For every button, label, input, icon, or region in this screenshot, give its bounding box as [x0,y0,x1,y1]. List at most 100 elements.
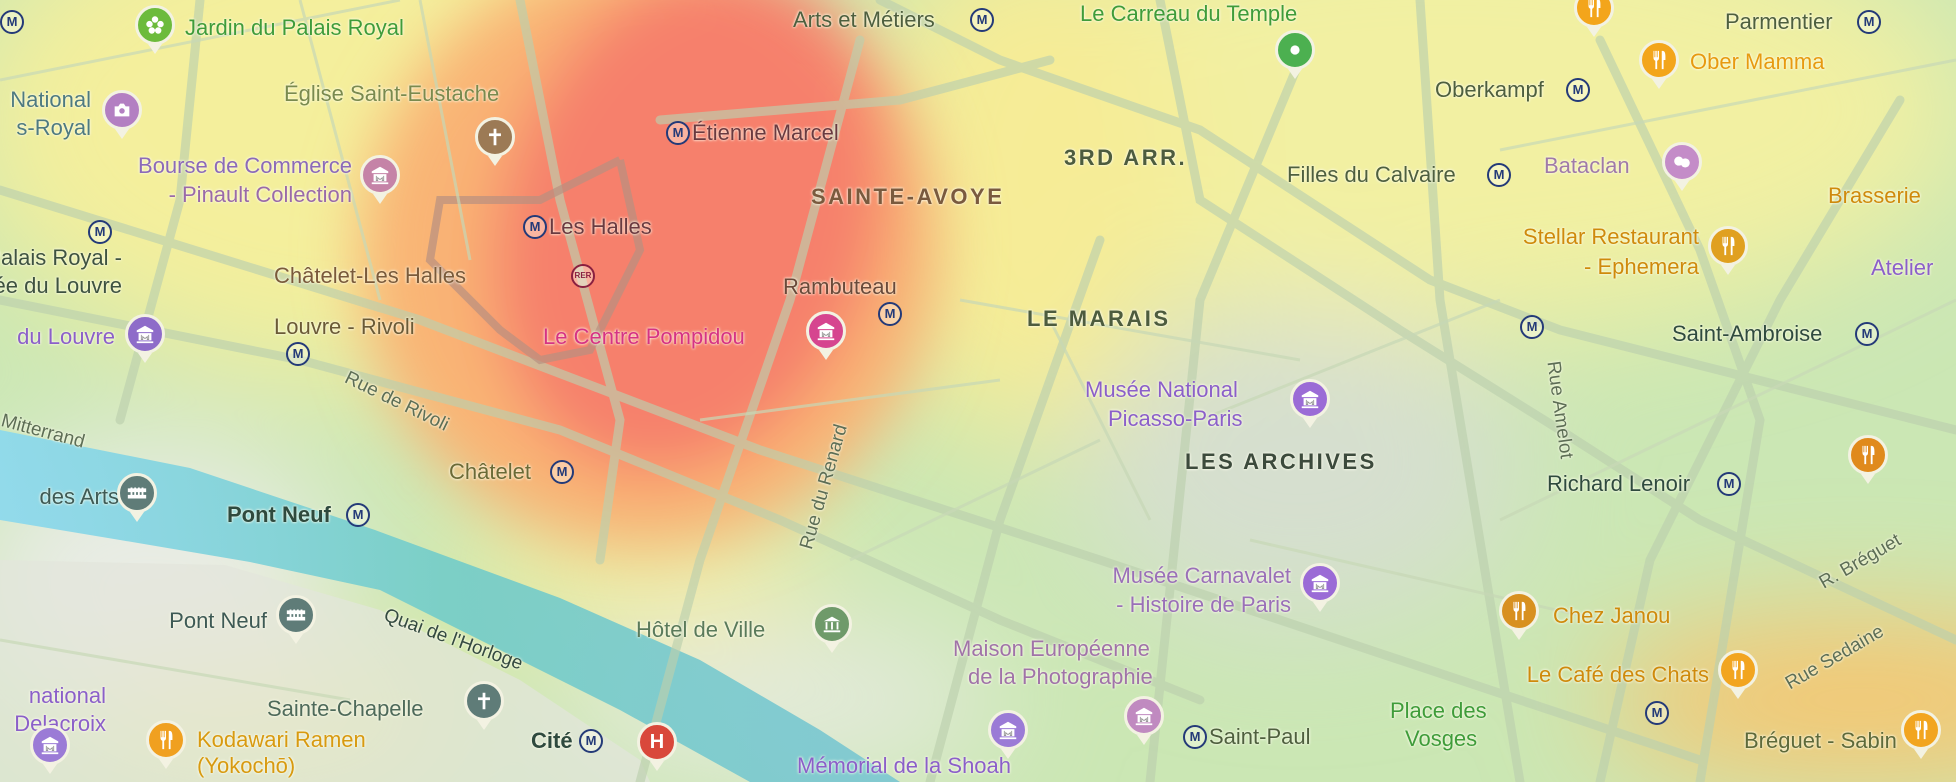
museum-pin-carnavalet[interactable] [1300,563,1340,612]
metro-icon[interactable]: M [1183,725,1207,749]
station-label-saint-ambroise[interactable]: Saint-Ambroise [1672,321,1823,346]
poi-label-bataclan[interactable]: Bataclan [1544,153,1630,178]
fork-knife-icon [1717,235,1739,257]
poi-label-carreau-du-temple[interactable]: Le Carreau du Temple [1080,1,1298,26]
metro-icon[interactable]: M [88,220,112,244]
townhall-pin-hotel-de-ville[interactable] [812,604,852,653]
camera-icon [111,99,133,121]
poi-label-bourse-de-commerce[interactable]: Bourse de Commerce [138,153,352,178]
station-label-oberkampf[interactable]: Oberkampf [1435,77,1544,102]
poi-label-atelier[interactable]: Atelier [1871,255,1934,280]
poi-label-musee-carnavalet-1[interactable]: Musée Carnavalet [1112,563,1291,588]
poi-label-maison-europeenne-2[interactable]: de la Photographie [968,664,1153,689]
station-label-louvre-rivoli[interactable]: Louvre - Rivoli [274,314,415,339]
metro-icon[interactable]: M [1717,472,1741,496]
metro-icon[interactable]: M [1487,163,1511,187]
station-label-filles-du-calvaire[interactable]: Filles du Calvaire [1287,162,1456,187]
museum-pin-maison-europeenne[interactable] [1124,696,1164,745]
station-label-pont-neuf[interactable]: Pont Neuf [227,502,331,527]
bridge-pin-pont-neuf[interactable] [276,595,316,644]
poi-label-maison-europeenne-1[interactable]: Maison Européenne [953,636,1150,661]
station-label-les-halles[interactable]: Les Halles [549,214,652,239]
restaurant-pin[interactable] [1901,710,1941,759]
photo-museum-pin[interactable] [102,90,142,139]
restaurant-label-kodawari-1[interactable]: Kodawari Ramen [197,727,366,752]
museum-pin-bourse-de-commerce[interactable] [360,155,400,204]
poi-label-jardin-du-palais-royal[interactable]: Jardin du Palais Royal [185,15,404,40]
metro-icon[interactable]: M [0,10,24,34]
poi-label-eglise-saint-eustache[interactable]: Église Saint-Eustache [284,81,500,106]
station-label-breguet-sabin[interactable]: Bréguet - Sabin [1744,728,1897,753]
station-label-etienne-marcel[interactable]: Étienne Marcel [692,120,839,145]
metro-icon[interactable]: M [550,460,574,484]
hospital-pin[interactable]: H [637,722,677,771]
station-label-parmentier[interactable]: Parmentier [1725,9,1833,34]
restaurant-pin-ober-mamma[interactable] [1639,40,1679,89]
restaurant-label-stellar-2[interactable]: - Ephemera [1584,254,1699,279]
metro-icon[interactable]: M [878,302,902,326]
metro-icon[interactable]: M [1566,78,1590,102]
poi-label-centre-pompidou[interactable]: Le Centre Pompidou [543,324,745,349]
restaurant-label-stellar-1[interactable]: Stellar Restaurant [1522,224,1699,249]
museum-pin-centre-pompidou[interactable] [806,311,846,360]
metro-icon[interactable]: M [523,215,547,239]
restaurant-pin-chez-janou[interactable] [1499,591,1539,640]
metro-icon[interactable]: M [970,8,994,32]
station-label-palais-royal[interactable]: Palais Royal - [0,245,122,270]
poi-label-musee-picasso-1[interactable]: Musée National [1085,377,1238,402]
metro-icon[interactable]: M [1855,322,1879,346]
restaurant-label-ober-mamma[interactable]: Ober Mamma [1690,49,1825,74]
park-pin-jardin-palais-royal[interactable] [135,5,175,54]
museum-pin-picasso[interactable] [1290,379,1330,428]
museum-pin-louvre[interactable] [125,314,165,363]
district-label-sainte-avoye: SAINTE-AVOYE [811,184,1005,209]
station-label-chatelet-les-halles[interactable]: Châtelet-Les Halles [274,263,466,288]
theater-pin-bataclan[interactable] [1662,142,1702,191]
station-label-chatelet[interactable]: Châtelet [449,459,531,484]
poi-label-musee-carnavalet-2[interactable]: - Histoire de Paris [1116,592,1291,617]
poi-label-musee-du-louvre[interactable]: du Louvre [17,324,115,349]
metro-icon[interactable]: M [1645,701,1669,725]
restaurant-label-chez-janou[interactable]: Chez Janou [1553,603,1671,628]
restaurant-pin-kodawari[interactable] [146,720,186,769]
restaurant-label-kodawari-2[interactable]: (Yokochō) [197,753,296,778]
museum-pin-delacroix[interactable] [30,725,70,774]
restaurant-pin[interactable] [1848,435,1888,484]
station-label-richard-lenoir[interactable]: Richard Lenoir [1547,471,1691,496]
poi-label-musee-picasso-2[interactable]: Picasso-Paris [1108,406,1243,431]
rer-icon[interactable]: RER [571,264,595,288]
restaurant-pin-cafe-des-chats[interactable] [1718,650,1758,699]
metro-icon[interactable]: M [579,729,603,753]
poi-label-pont-des-arts[interactable]: des Arts [39,484,119,509]
station-label-musee-du-louvre[interactable]: Musée du Louvre [0,273,122,298]
metro-icon[interactable]: M [1857,10,1881,34]
church-pin-sainte-chapelle[interactable] [464,681,504,730]
metro-icon[interactable]: M [286,342,310,366]
poi-label-pont-neuf-bridge[interactable]: Pont Neuf [169,608,267,633]
station-label-saint-paul[interactable]: Saint-Paul [1209,724,1311,749]
church-pin-saint-eustache[interactable] [475,117,515,166]
poi-label-sainte-chapelle[interactable]: Sainte-Chapelle [267,696,424,721]
poi-label-national-2[interactable]: s-Royal [16,115,91,140]
metro-icon[interactable]: M [346,503,370,527]
place-pin-carreau-du-temple[interactable] [1275,30,1315,79]
station-label-rambuteau[interactable]: Rambuteau [783,274,897,299]
seine-river [0,430,900,782]
poi-label-memorial-de-la-shoah[interactable]: Mémorial de la Shoah [797,753,1012,778]
poi-label-place-des-vosges-2[interactable]: Vosges [1405,726,1478,751]
poi-label-place-des-vosges-1[interactable]: Place des [1390,698,1487,723]
restaurant-label-brasserie[interactable]: Brasserie [1828,183,1921,208]
poi-label-pinault-collection[interactable]: - Pinault Collection [168,182,352,207]
poi-label-delacroix-1[interactable]: national [28,683,106,708]
restaurant-pin-stellar[interactable] [1708,226,1748,275]
museum-pin-memorial[interactable] [988,710,1028,759]
restaurant-label-cafe-des-chats[interactable]: Le Café des Chats [1526,662,1709,687]
poi-label-national-1[interactable]: National [10,87,91,112]
poi-label-hotel-de-ville[interactable]: Hôtel de Ville [636,617,766,642]
metro-icon[interactable]: M [666,121,690,145]
station-label-arts-et-metiers[interactable]: Arts et Métiers [793,7,935,32]
bridge-pin-pont-des-arts[interactable] [117,473,157,522]
metro-icon[interactable]: M [1520,315,1544,339]
fork-knife-icon [1508,600,1530,622]
station-label-cite[interactable]: Cité [531,728,573,753]
